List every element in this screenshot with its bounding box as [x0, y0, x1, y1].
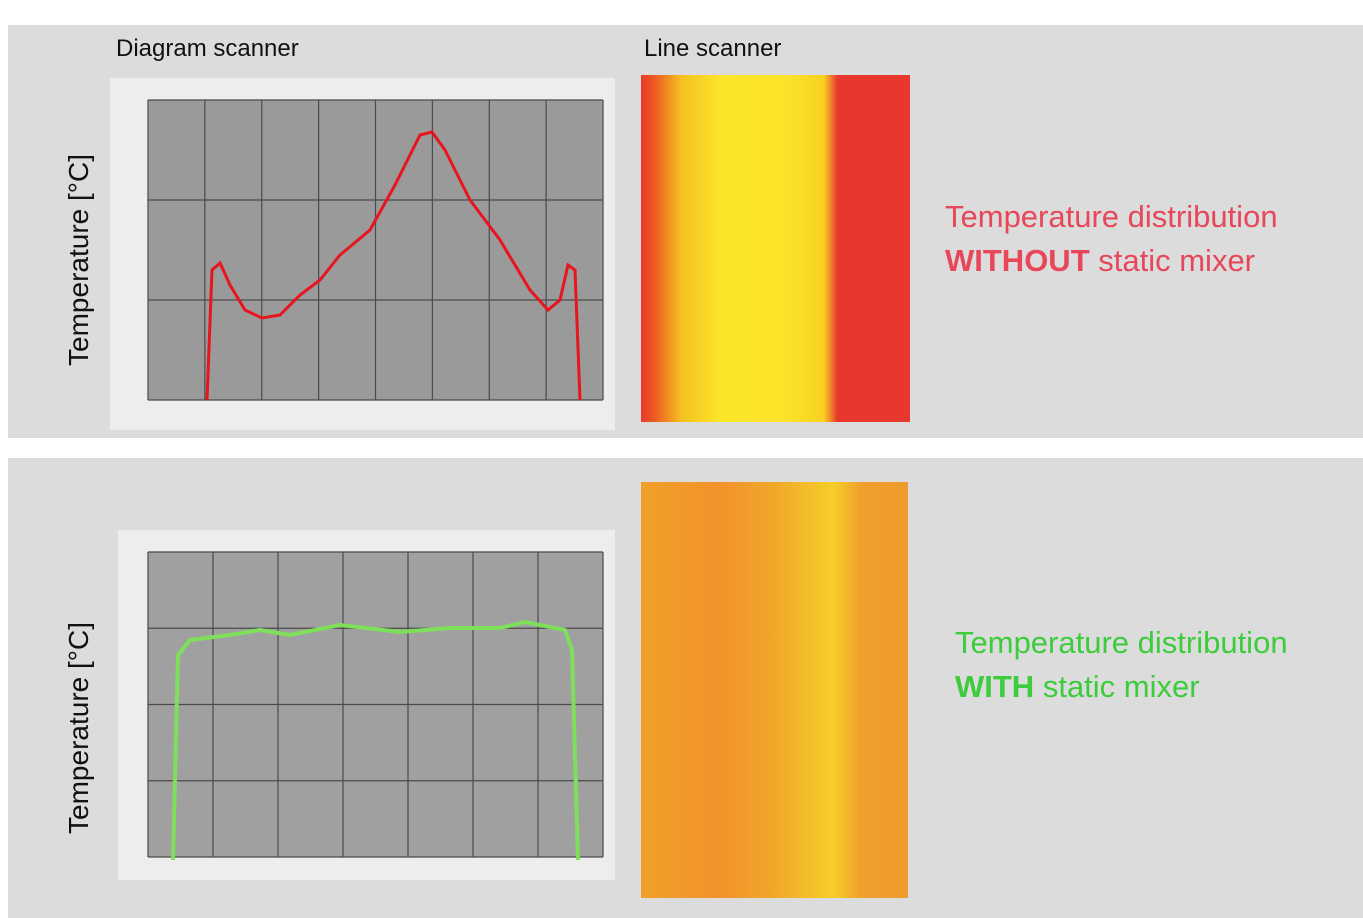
header: Diagram scanner	[116, 35, 299, 62]
line-scan	[641, 482, 908, 898]
diagram-scan	[118, 530, 615, 880]
caption-rest: static mixer	[1098, 243, 1255, 278]
page: Diagram scanner Line scanner Temperature…	[0, 0, 1363, 918]
caption: WITHOUT static mixer	[945, 243, 1255, 278]
y-axis-label: Temperature [°C]	[63, 622, 94, 834]
caption: Temperature distribution	[955, 625, 1288, 660]
header: Line scanner	[644, 35, 781, 62]
diagram-scan	[110, 78, 615, 430]
caption-rest: static mixer	[1043, 669, 1200, 704]
figure: Diagram scanner Line scanner Temperature…	[0, 0, 1363, 918]
y-axis-label: Temperature [°C]	[63, 154, 94, 366]
caption: WITH static mixer	[955, 669, 1200, 704]
caption: Temperature distribution	[945, 199, 1278, 234]
line-scan	[641, 75, 910, 422]
caption-emphasis: WITHOUT	[945, 243, 1090, 278]
caption-emphasis: WITH	[955, 669, 1034, 704]
